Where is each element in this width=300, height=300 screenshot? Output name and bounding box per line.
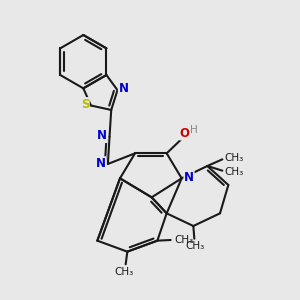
Text: CH₃: CH₃	[174, 235, 193, 245]
Text: O: O	[180, 127, 190, 140]
Text: CH₃: CH₃	[114, 267, 134, 277]
Text: N: N	[95, 157, 106, 170]
Text: H: H	[190, 125, 198, 135]
Text: N: N	[184, 171, 194, 184]
Text: CH₃: CH₃	[224, 167, 243, 177]
Text: CH₃: CH₃	[186, 241, 205, 251]
Text: S: S	[81, 98, 89, 111]
Text: N: N	[97, 130, 107, 142]
Text: N: N	[118, 82, 128, 95]
Text: CH₃: CH₃	[224, 153, 243, 163]
